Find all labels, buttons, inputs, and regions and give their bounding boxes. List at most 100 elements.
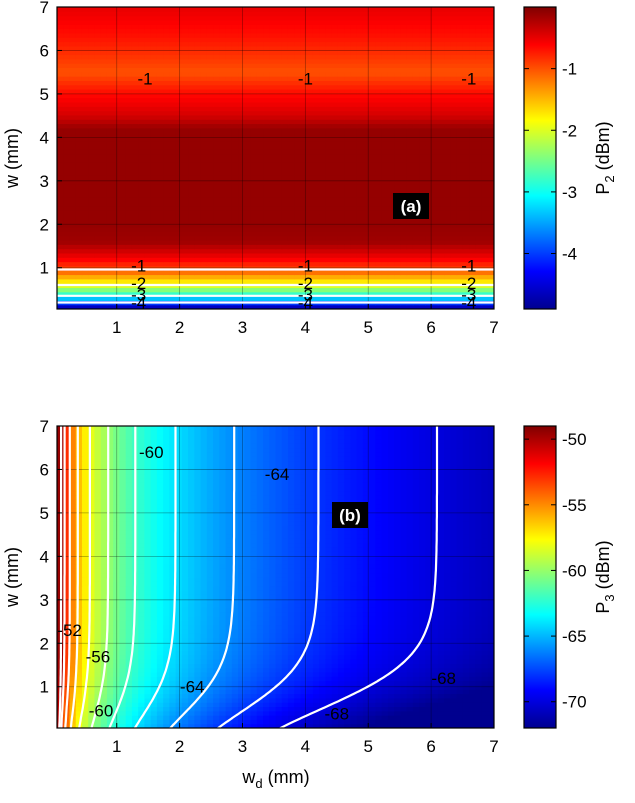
heatmap-cell: [175, 84, 183, 90]
heatmap-cell: [256, 127, 264, 133]
heatmap-cell: [444, 7, 451, 12]
heatmap-cell: [138, 201, 145, 207]
heatmap-cell: [238, 50, 245, 56]
heatmap-cell: [400, 93, 408, 99]
heatmap-cell: [131, 88, 139, 94]
heatmap-cell: [412, 153, 420, 159]
heatmap-cell: [337, 166, 345, 172]
heatmap-cell: [181, 123, 189, 129]
heatmap-cell: [175, 71, 183, 77]
heatmap-cell: [450, 214, 458, 219]
heatmap-cell: [106, 227, 114, 232]
heatmap-cell: [275, 278, 283, 284]
heatmap-cell: [375, 235, 383, 241]
heatmap-cell: [75, 196, 83, 202]
heatmap-cell: [238, 218, 245, 224]
heatmap-cell: [456, 149, 464, 155]
heatmap-cell: [131, 37, 139, 43]
heatmap-cell: [263, 192, 270, 198]
heatmap-cell: [356, 257, 364, 263]
heatmap-cell: [456, 50, 464, 56]
heatmap-cell: [125, 127, 133, 133]
heatmap-cell: [131, 278, 139, 284]
heatmap-cell: [294, 175, 302, 181]
heatmap-cell: [75, 119, 83, 125]
heatmap-cell: [312, 63, 320, 68]
heatmap-cell: [481, 222, 489, 228]
heatmap-cell: [369, 24, 376, 30]
heatmap-cell: [263, 119, 270, 125]
heatmap-cell: [350, 239, 358, 245]
heatmap-cell: [175, 93, 183, 99]
heatmap-cell: [125, 28, 133, 34]
heatmap-cell: [475, 188, 483, 194]
heatmap-cell: [369, 7, 376, 12]
heatmap-cell: [163, 179, 170, 185]
heatmap-cell: [300, 274, 308, 280]
heatmap-cell: [456, 235, 464, 241]
heatmap-cell: [150, 50, 158, 56]
heatmap-cell: [69, 97, 77, 103]
heatmap-cell: [294, 270, 302, 276]
heatmap-cell: [231, 63, 239, 68]
heatmap-cell: [437, 222, 445, 228]
heatmap-cell: [144, 257, 152, 263]
heatmap-cell: [244, 205, 252, 211]
heatmap-cell: [200, 175, 208, 181]
heatmap-cell: [337, 28, 345, 34]
heatmap-cell: [88, 37, 96, 43]
heatmap-cell: [206, 127, 214, 133]
heatmap-cell: [100, 188, 108, 194]
heatmap-cell: [256, 7, 264, 12]
heatmap-cell: [319, 227, 327, 232]
heatmap-cell: [412, 58, 420, 64]
heatmap-cell: [194, 58, 202, 64]
heatmap-cell: [238, 304, 245, 309]
heatmap-cell: [431, 239, 439, 245]
heatmap-cell: [450, 153, 458, 159]
heatmap-cell: [244, 110, 252, 116]
heatmap-cell: [469, 88, 476, 94]
heatmap-cell: [231, 127, 239, 133]
heatmap-cell: [344, 28, 352, 34]
heatmap-cell: [319, 45, 327, 51]
heatmap-cell: [213, 145, 220, 150]
heatmap-cell: [469, 175, 476, 181]
heatmap-cell: [200, 214, 208, 219]
heatmap-cell: [294, 231, 302, 237]
heatmap-cell: [287, 37, 295, 43]
heatmap-cell: [419, 80, 426, 86]
heatmap-cell: [163, 84, 170, 90]
heatmap-cell: [487, 45, 494, 51]
heatmap-cell: [244, 153, 252, 159]
heatmap-cell: [119, 257, 127, 263]
heatmap-cell: [325, 227, 333, 232]
heatmap-cell: [150, 19, 158, 25]
heatmap-cell: [294, 88, 302, 94]
heatmap-cell: [294, 37, 302, 43]
heatmap-cell: [169, 88, 177, 94]
heatmap-cell: [462, 192, 470, 198]
heatmap-cell: [287, 41, 295, 47]
heatmap-cell: [394, 166, 401, 172]
heatmap-cell: [387, 145, 395, 150]
heatmap-cell: [244, 67, 252, 73]
heatmap-cell: [231, 119, 239, 125]
heatmap-cell: [325, 214, 333, 219]
heatmap-cell: [350, 179, 358, 185]
heatmap-cell: [481, 205, 489, 211]
heatmap-cell: [256, 80, 264, 86]
heatmap-cell: [481, 188, 489, 194]
heatmap-cell: [81, 119, 89, 125]
heatmap-cell: [150, 140, 158, 146]
heatmap-cell: [138, 136, 145, 142]
heatmap-cell: [375, 170, 383, 176]
heatmap-cell: [219, 278, 227, 284]
heatmap-cell: [106, 11, 114, 17]
heatmap-cell: [200, 132, 208, 138]
heatmap-cell: [287, 304, 295, 309]
heatmap-cell: [287, 287, 295, 293]
heatmap-cell: [181, 175, 189, 181]
heatmap-cell: [312, 196, 320, 202]
heatmap-cell: [300, 175, 308, 181]
